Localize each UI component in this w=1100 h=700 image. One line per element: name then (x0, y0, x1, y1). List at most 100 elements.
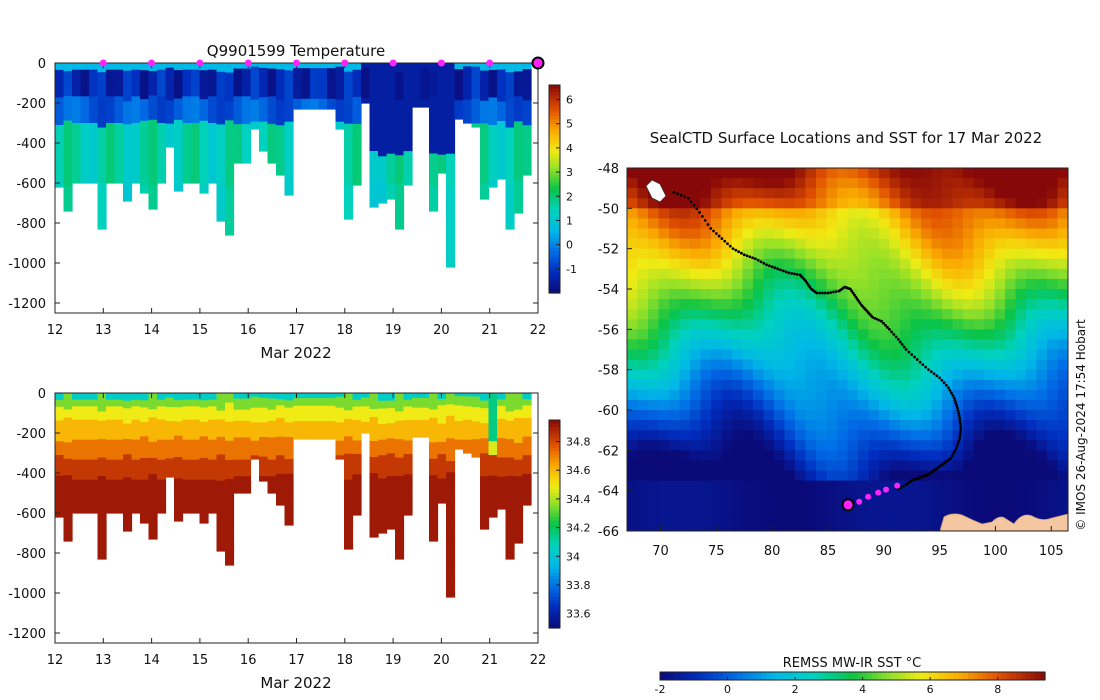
profile-cell (114, 393, 124, 401)
profile-cell (199, 135, 209, 144)
profile-cell (55, 482, 65, 491)
sst-cell (690, 480, 702, 492)
profile-cell (276, 449, 286, 456)
profile-cell (437, 405, 447, 412)
profile-cell (114, 479, 124, 487)
profile-cell (454, 405, 464, 410)
profile-cell (454, 408, 464, 413)
profile-cell (267, 398, 277, 405)
track-point (832, 290, 835, 294)
sst-cell (795, 218, 807, 230)
profile-cell (335, 114, 345, 119)
sst-cell (1026, 188, 1038, 199)
profile-cell (233, 459, 243, 466)
sst-cell (690, 349, 702, 361)
sst-cell (690, 309, 702, 320)
sst-cell (984, 450, 996, 462)
profile-cell (310, 413, 320, 417)
sst-cell (921, 510, 933, 522)
profile-cell (131, 149, 141, 157)
profile-cell (114, 459, 124, 467)
sst-cell (795, 460, 807, 472)
sst-cell (931, 500, 943, 512)
sst-cell (826, 228, 838, 240)
sst-cell (1047, 389, 1059, 401)
sst-cell (900, 188, 912, 199)
sst-cell (711, 349, 723, 361)
profile-cell (335, 77, 345, 82)
colorbar-swatch (549, 123, 560, 128)
profile-cell (55, 104, 65, 112)
profile-cell (267, 470, 277, 477)
sst-cell (942, 399, 954, 411)
profile-cell (267, 85, 277, 92)
sst-cell (868, 168, 880, 179)
profile-cell (199, 421, 209, 430)
profile-cell (140, 70, 150, 79)
sst-cell (774, 450, 786, 462)
sst-cell (1057, 188, 1068, 199)
profile-cell (191, 426, 201, 434)
sst-colorbar-swatch (972, 672, 979, 680)
profile-cell (233, 74, 243, 81)
profile-cell (301, 426, 311, 430)
profile-cell (114, 69, 124, 77)
colorbar-swatch (549, 465, 560, 470)
sst-cell (795, 500, 807, 512)
profile-cell (327, 80, 337, 85)
sst-cell (879, 299, 891, 310)
profile-cell (174, 127, 184, 135)
profile-cell (480, 161, 490, 170)
profile-cell (140, 508, 150, 517)
profile-cell (327, 418, 337, 422)
profile-cell (505, 503, 515, 514)
profile-cell (471, 400, 481, 405)
profile-cell (369, 87, 379, 96)
profile-cell (446, 427, 456, 439)
colorbar-swatch (549, 116, 560, 121)
profile-cell (420, 424, 430, 428)
profile-cell (446, 495, 456, 507)
sst-cell (669, 490, 681, 502)
sst-cell (721, 178, 733, 189)
profile-cell (208, 393, 218, 401)
sst-cell (1057, 258, 1068, 270)
sst-cell (648, 399, 660, 411)
profile-cell (72, 129, 82, 137)
sst-cell (1005, 188, 1017, 199)
sst-cell (1026, 208, 1038, 220)
profile-cell (80, 103, 90, 111)
profile-cell (242, 79, 252, 86)
sst-cell (1005, 178, 1017, 189)
profile-cell (514, 501, 524, 511)
sst-colorbar-tick-label: 6 (927, 683, 934, 696)
sst-cell (858, 349, 870, 361)
profile-cell (216, 454, 226, 464)
profile-cell (191, 163, 201, 171)
sst-cell (700, 359, 712, 371)
profile-cell (386, 115, 396, 125)
sst-cell (732, 349, 744, 361)
sst-cell (858, 248, 870, 260)
profile-cell (182, 96, 192, 104)
sst-cell (732, 410, 744, 421)
sst-cell (627, 218, 639, 230)
sst-cell (1047, 248, 1059, 260)
sst-cell (826, 490, 838, 502)
profile-cell (514, 154, 524, 164)
sst-cell (774, 379, 786, 391)
sst-cell (795, 278, 807, 290)
profile-cell (412, 424, 422, 428)
sst-cell (711, 359, 723, 371)
sst-colorbar-swatch (886, 672, 892, 680)
profile-cell (208, 143, 218, 151)
sst-cell (826, 349, 838, 361)
profile-cell (403, 103, 413, 112)
sst-cell (1036, 208, 1048, 220)
profile-cell (352, 96, 362, 105)
profile-cell (420, 82, 430, 86)
profile-cell (267, 448, 277, 455)
sst-cell (826, 440, 838, 451)
profile-cell (72, 149, 82, 157)
profile-cell (97, 146, 107, 156)
